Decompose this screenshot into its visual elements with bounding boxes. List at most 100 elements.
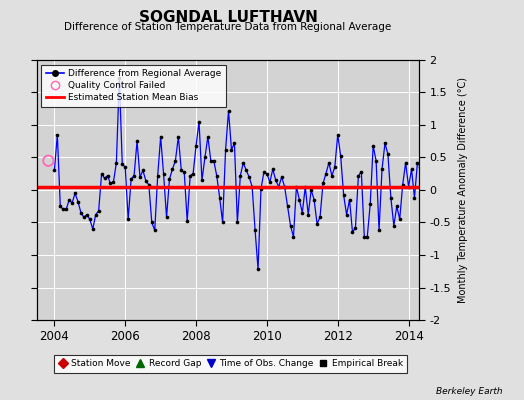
Point — [298, 210, 307, 216]
Legend: Station Move, Record Gap, Time of Obs. Change, Empirical Break: Station Move, Record Gap, Time of Obs. C… — [54, 355, 407, 373]
Point — [334, 132, 342, 138]
Point — [319, 180, 327, 187]
Point — [157, 134, 165, 140]
Legend: Difference from Regional Average, Quality Control Failed, Estimated Station Mean: Difference from Regional Average, Qualit… — [41, 64, 226, 107]
Point — [363, 234, 372, 240]
Point — [271, 177, 280, 184]
Point — [384, 151, 392, 158]
Point — [310, 196, 318, 203]
Point — [159, 171, 168, 178]
Point — [112, 160, 121, 166]
Point — [210, 158, 218, 164]
Point — [313, 220, 321, 227]
Point — [186, 172, 194, 179]
Point — [280, 184, 289, 190]
Point — [322, 170, 330, 177]
Point — [342, 212, 351, 218]
Point — [413, 160, 422, 166]
Point — [136, 174, 144, 180]
Point — [65, 196, 73, 203]
Point — [242, 167, 250, 174]
Point — [215, 194, 224, 201]
Point — [109, 179, 117, 185]
Point — [325, 160, 333, 166]
Point — [304, 212, 312, 218]
Point — [97, 170, 106, 177]
Point — [168, 166, 177, 172]
Point — [198, 177, 206, 184]
Point — [245, 174, 254, 180]
Point — [106, 180, 115, 187]
Point — [74, 198, 82, 205]
Point — [407, 166, 416, 172]
Point — [257, 186, 265, 192]
Point — [130, 172, 138, 179]
Point — [85, 216, 94, 222]
Text: Berkeley Earth: Berkeley Earth — [436, 387, 503, 396]
Point — [239, 160, 247, 166]
Point — [254, 266, 262, 272]
Point — [251, 227, 259, 234]
Point — [428, 160, 436, 166]
Point — [392, 203, 401, 210]
Point — [154, 172, 162, 179]
Point — [354, 172, 363, 179]
Point — [369, 142, 377, 149]
Point — [233, 219, 242, 226]
Point — [283, 203, 292, 210]
Point — [366, 201, 374, 208]
Point — [340, 192, 348, 198]
Point — [266, 179, 274, 185]
Point — [145, 182, 153, 188]
Point — [263, 170, 271, 177]
Point — [401, 160, 410, 166]
Point — [92, 212, 100, 218]
Point — [419, 198, 428, 205]
Point — [348, 229, 357, 236]
Point — [357, 168, 366, 175]
Point — [77, 210, 85, 216]
Point — [301, 184, 310, 190]
Point — [292, 184, 301, 190]
Point — [192, 142, 200, 149]
Point — [219, 219, 227, 226]
Point — [171, 158, 180, 164]
Point — [68, 200, 77, 206]
Point — [101, 175, 109, 182]
Point — [118, 161, 126, 167]
Point — [378, 166, 386, 172]
Point — [360, 234, 368, 240]
Point — [221, 146, 230, 153]
Point — [195, 118, 203, 125]
Text: SOGNDAL LUFTHAVN: SOGNDAL LUFTHAVN — [138, 10, 318, 25]
Point — [387, 194, 395, 201]
Point — [331, 164, 339, 170]
Point — [381, 140, 389, 146]
Point — [204, 134, 212, 140]
Point — [405, 184, 413, 190]
Point — [53, 132, 61, 138]
Point — [227, 146, 236, 153]
Point — [410, 194, 419, 201]
Point — [89, 226, 97, 232]
Point — [336, 153, 345, 159]
Point — [345, 196, 354, 203]
Point — [416, 164, 424, 170]
Point — [431, 224, 439, 231]
Point — [201, 154, 209, 161]
Point — [269, 166, 277, 172]
Point — [289, 234, 298, 240]
Point — [44, 158, 52, 164]
Point — [307, 187, 315, 193]
Point — [422, 216, 431, 222]
Point — [278, 174, 286, 180]
Point — [183, 218, 191, 224]
Point — [127, 176, 135, 182]
Point — [150, 227, 159, 234]
Point — [375, 227, 383, 234]
Point — [71, 190, 79, 196]
Point — [390, 222, 398, 229]
Point — [351, 224, 359, 231]
Point — [396, 216, 404, 222]
Point — [165, 176, 173, 182]
